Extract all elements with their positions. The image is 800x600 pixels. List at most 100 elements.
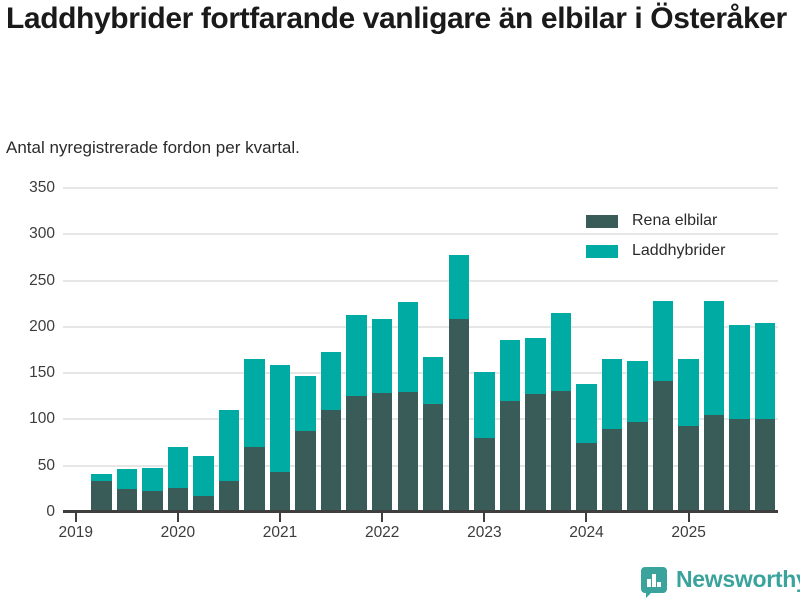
- bar-segment-rena-elbilar: [91, 481, 112, 512]
- bar-2025-q3[interactable]: [729, 325, 750, 512]
- bar-2023-q3[interactable]: [525, 337, 546, 512]
- brand-name: Newsworthy: [676, 566, 800, 592]
- bar-segment-laddhybrider: [320, 351, 342, 411]
- bar-2022-q4[interactable]: [448, 254, 469, 512]
- x-axis-tick: [585, 513, 588, 522]
- bar-segment-laddhybrider: [729, 325, 750, 419]
- bar-2020-q4[interactable]: [244, 359, 265, 512]
- bar-segment-rena-elbilar: [218, 480, 240, 512]
- bar-segment-laddhybrider: [269, 364, 291, 473]
- bar-segment-rena-elbilar: [703, 414, 725, 512]
- bar-2023-q2[interactable]: [499, 339, 521, 512]
- x-axis-tick-label: 2022: [364, 524, 400, 541]
- bar-segment-rena-elbilar: [269, 472, 291, 512]
- plot-area: [63, 187, 778, 512]
- chart-subtitle: Antal nyregistrerade fordon per kvartal.: [6, 138, 300, 157]
- bar-segment-rena-elbilar: [525, 394, 546, 512]
- bar-segment-rena-elbilar: [448, 319, 469, 512]
- x-axis-tick-label: 2019: [58, 524, 94, 541]
- x-axis-tick: [279, 513, 282, 522]
- bar-2021-q3[interactable]: [320, 351, 342, 512]
- newsworthy-logo[interactable]: Newsworthy: [641, 566, 800, 598]
- bar-segment-rena-elbilar: [142, 490, 163, 512]
- bar-segment-rena-elbilar: [550, 390, 572, 512]
- bar-2024-q1[interactable]: [576, 384, 597, 512]
- bar-segment-rena-elbilar: [167, 487, 189, 512]
- bar-segment-laddhybrider: [652, 300, 674, 381]
- bar-2020-q2[interactable]: [193, 455, 214, 512]
- bar-segment-laddhybrider: [346, 314, 367, 397]
- bar-segment-laddhybrider: [295, 375, 316, 432]
- bar-2025-q2[interactable]: [703, 300, 725, 512]
- bar-2022-q3[interactable]: [423, 357, 444, 512]
- bar-segment-laddhybrider: [218, 410, 240, 481]
- bar-2020-q3[interactable]: [218, 410, 240, 512]
- y-axis-tick-label: 350: [29, 179, 55, 196]
- y-axis-tick-label: 100: [29, 410, 55, 428]
- gridline: [63, 233, 778, 236]
- y-axis-labels: 0 50 100 150 200 250 300 350: [0, 179, 55, 520]
- bar-2021-q2[interactable]: [295, 375, 316, 512]
- gridline: [63, 372, 778, 375]
- legend-item-rena-elbilar[interactable]: Rena elbilar: [586, 206, 725, 236]
- page-title: Laddhybrider fortfarande vanligare än el…: [6, 2, 787, 35]
- bar-segment-laddhybrider: [703, 300, 725, 415]
- legend-swatch-rena-elbilar: [586, 214, 618, 228]
- bar-2019-q3[interactable]: [116, 469, 138, 512]
- chart-legend: Rena elbilar Laddhybrider: [586, 206, 725, 266]
- bar-segment-rena-elbilar: [499, 400, 521, 512]
- y-axis-tick-label: 250: [29, 271, 55, 289]
- bar-segment-rena-elbilar: [116, 488, 138, 512]
- bar-segment-laddhybrider: [167, 447, 189, 488]
- bar-segment-rena-elbilar: [627, 422, 648, 512]
- bar-segment-rena-elbilar: [729, 418, 750, 512]
- bar-2019-q4[interactable]: [142, 467, 163, 512]
- bar-2021-q4[interactable]: [346, 314, 367, 512]
- y-axis-tick-label: 150: [29, 364, 55, 382]
- bar-segment-rena-elbilar: [576, 442, 597, 512]
- legend-swatch-laddhybrider: [586, 244, 618, 258]
- x-axis-tick-label: 2024: [569, 524, 604, 541]
- bar-2025-q1[interactable]: [678, 359, 699, 512]
- y-axis-tick-label: 200: [29, 317, 55, 335]
- x-axis-tick-label: 2023: [467, 524, 502, 541]
- bar-segment-laddhybrider: [550, 313, 572, 391]
- bar-segment-rena-elbilar: [678, 425, 699, 512]
- bar-2022-q1[interactable]: [371, 319, 393, 512]
- bar-2020-q1[interactable]: [167, 447, 189, 512]
- bar-2023-q4[interactable]: [550, 313, 572, 512]
- bar-2024-q4[interactable]: [652, 300, 674, 512]
- bar-segment-rena-elbilar: [755, 418, 776, 512]
- bar-segment-rena-elbilar: [652, 380, 674, 512]
- bar-segment-rena-elbilar: [474, 437, 495, 512]
- gridline: [63, 418, 778, 421]
- gridline: [63, 325, 778, 328]
- bar-segment-rena-elbilar: [295, 431, 316, 512]
- bar-2021-q1[interactable]: [269, 364, 291, 512]
- bar-2024-q3[interactable]: [627, 361, 648, 512]
- gridline: [63, 187, 778, 189]
- bar-2022-q2[interactable]: [397, 301, 418, 512]
- bar-2024-q2[interactable]: [601, 359, 623, 512]
- x-axis-tick: [687, 513, 690, 522]
- bar-2025-q4[interactable]: [755, 323, 776, 512]
- x-axis-tick: [74, 513, 77, 522]
- gridline: [63, 279, 778, 282]
- bar-segment-laddhybrider: [474, 372, 495, 438]
- bar-chart: 0 50 100 150 200 250 300 350 Rena elbilar Laddh…: [0, 178, 800, 541]
- bar-segment-laddhybrider: [601, 359, 623, 429]
- bar-2023-q1[interactable]: [474, 372, 495, 512]
- bar-segment-laddhybrider: [244, 359, 265, 448]
- bar-segment-laddhybrider: [525, 337, 546, 395]
- bar-segment-rena-elbilar: [244, 447, 265, 512]
- bar-segment-laddhybrider: [423, 357, 444, 404]
- bar-segment-laddhybrider: [627, 361, 648, 423]
- bar-chart-speech-bubble-icon: [641, 566, 667, 598]
- legend-item-laddhybrider[interactable]: Laddhybrider: [586, 236, 725, 266]
- y-axis-tick-label: 300: [29, 225, 55, 243]
- bar-2019-q2[interactable]: [91, 474, 112, 512]
- bar-segment-laddhybrider: [755, 323, 776, 419]
- x-axis-tick: [381, 513, 384, 522]
- bar-segment-laddhybrider: [142, 467, 163, 491]
- bar-segment-rena-elbilar: [371, 392, 393, 512]
